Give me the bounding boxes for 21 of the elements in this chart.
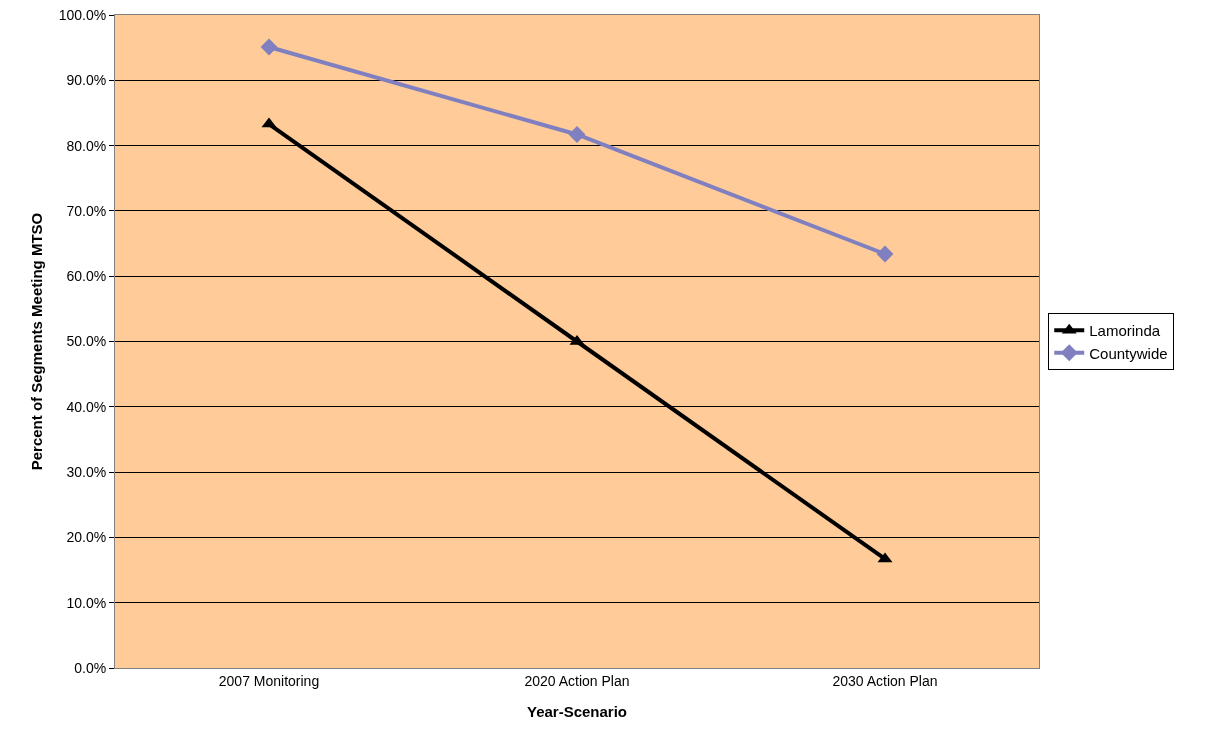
y-tick-label: 80.0% xyxy=(66,137,107,154)
x-tick-label: 2007 Monitoring xyxy=(218,672,320,689)
y-tick-label: 0.0% xyxy=(74,659,107,676)
y-tick-label: 100.0% xyxy=(58,6,107,23)
legend-label: Lamorinda xyxy=(1089,322,1161,340)
point xyxy=(568,126,586,143)
y-tick-label: 70.0% xyxy=(66,202,107,219)
y-tick-label: 90.0% xyxy=(66,72,107,89)
point xyxy=(876,245,894,263)
y-tick-label: 30.0% xyxy=(66,464,107,480)
y-tick-label: 50.0% xyxy=(66,333,107,350)
y-tick-label: 10.0% xyxy=(66,594,107,611)
y-tick-label: 40.0% xyxy=(66,398,107,415)
y-tick-label: 20.0% xyxy=(66,529,107,546)
y-tick-label: 60.0% xyxy=(66,268,107,285)
x-tick-label: 2020 Action Plan xyxy=(524,672,630,689)
point xyxy=(260,38,278,56)
legend-label: Countywide xyxy=(1089,344,1168,362)
y-axis-title: Percent of Segments Meeting MTSO xyxy=(27,212,45,471)
x-tick-label: 2030 Action Plan xyxy=(832,672,938,689)
x-axis-title: Year-Scenario xyxy=(526,702,628,720)
